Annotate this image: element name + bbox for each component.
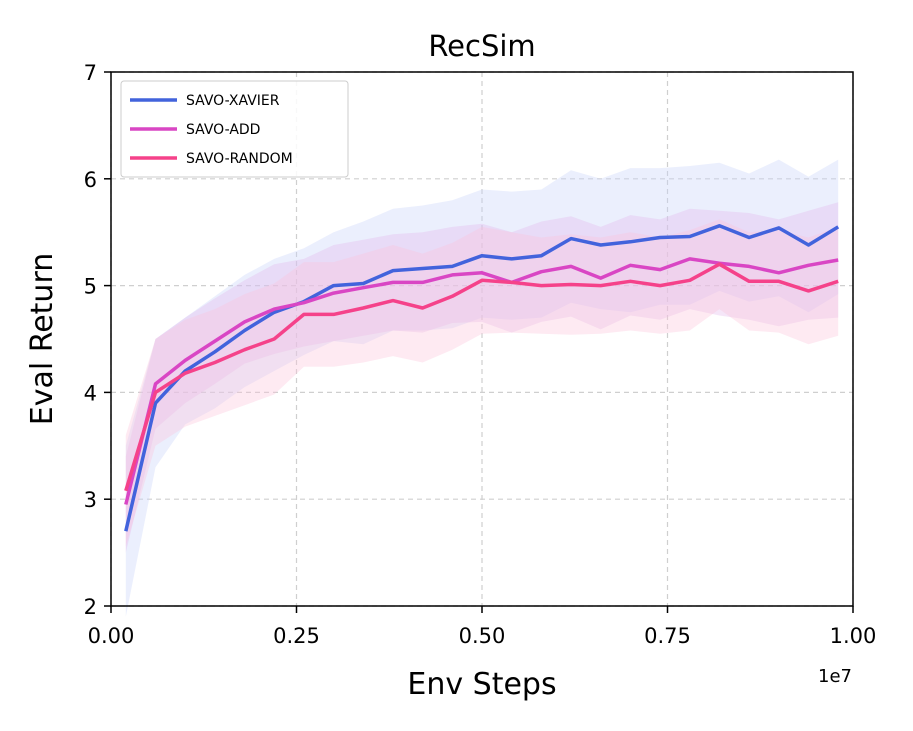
- y-axis-label: Eval Return: [25, 253, 60, 426]
- savo-xavier-band: [125, 159, 839, 617]
- savo-xavier-line: [124, 224, 840, 532]
- y-tick-label: 6: [84, 168, 97, 192]
- legend-label-savo-random: SAVO-RANDOM: [186, 151, 293, 167]
- x-tick-label: 0.25: [273, 624, 320, 648]
- y-tick-label: 3: [84, 488, 97, 512]
- x-tick-label: 0.50: [459, 624, 506, 648]
- x-axis-offset-label: 1e7: [818, 666, 852, 687]
- chart-title: RecSim: [428, 29, 535, 63]
- legend-label-savo-add: SAVO-ADD: [186, 122, 260, 138]
- x-tick-label: 1.00: [830, 624, 877, 648]
- x-tick-label: 0.75: [644, 624, 691, 648]
- x-axis-ticks: 0.00 0.25 0.50 0.75 1.00: [88, 606, 877, 648]
- y-tick-label: 5: [84, 275, 97, 299]
- y-tick-label: 2: [84, 595, 97, 619]
- savo-random-line: [124, 262, 839, 492]
- legend-label-savo-xavier: SAVO-XAVIER: [186, 93, 280, 109]
- y-tick-label: 7: [84, 61, 97, 85]
- x-tick-label: 0.00: [88, 624, 135, 648]
- legend-box: [120, 80, 349, 178]
- x-axis-label: Env Steps: [407, 667, 556, 702]
- y-axis-ticks: 2 3 4 5 6 7: [84, 61, 111, 619]
- y-tick-label: 4: [84, 381, 97, 405]
- savo-add-band: [125, 202, 839, 553]
- series-lines: [124, 224, 840, 532]
- legend: SAVO-XAVIER SAVO-ADD SAVO-RANDOM: [120, 80, 349, 178]
